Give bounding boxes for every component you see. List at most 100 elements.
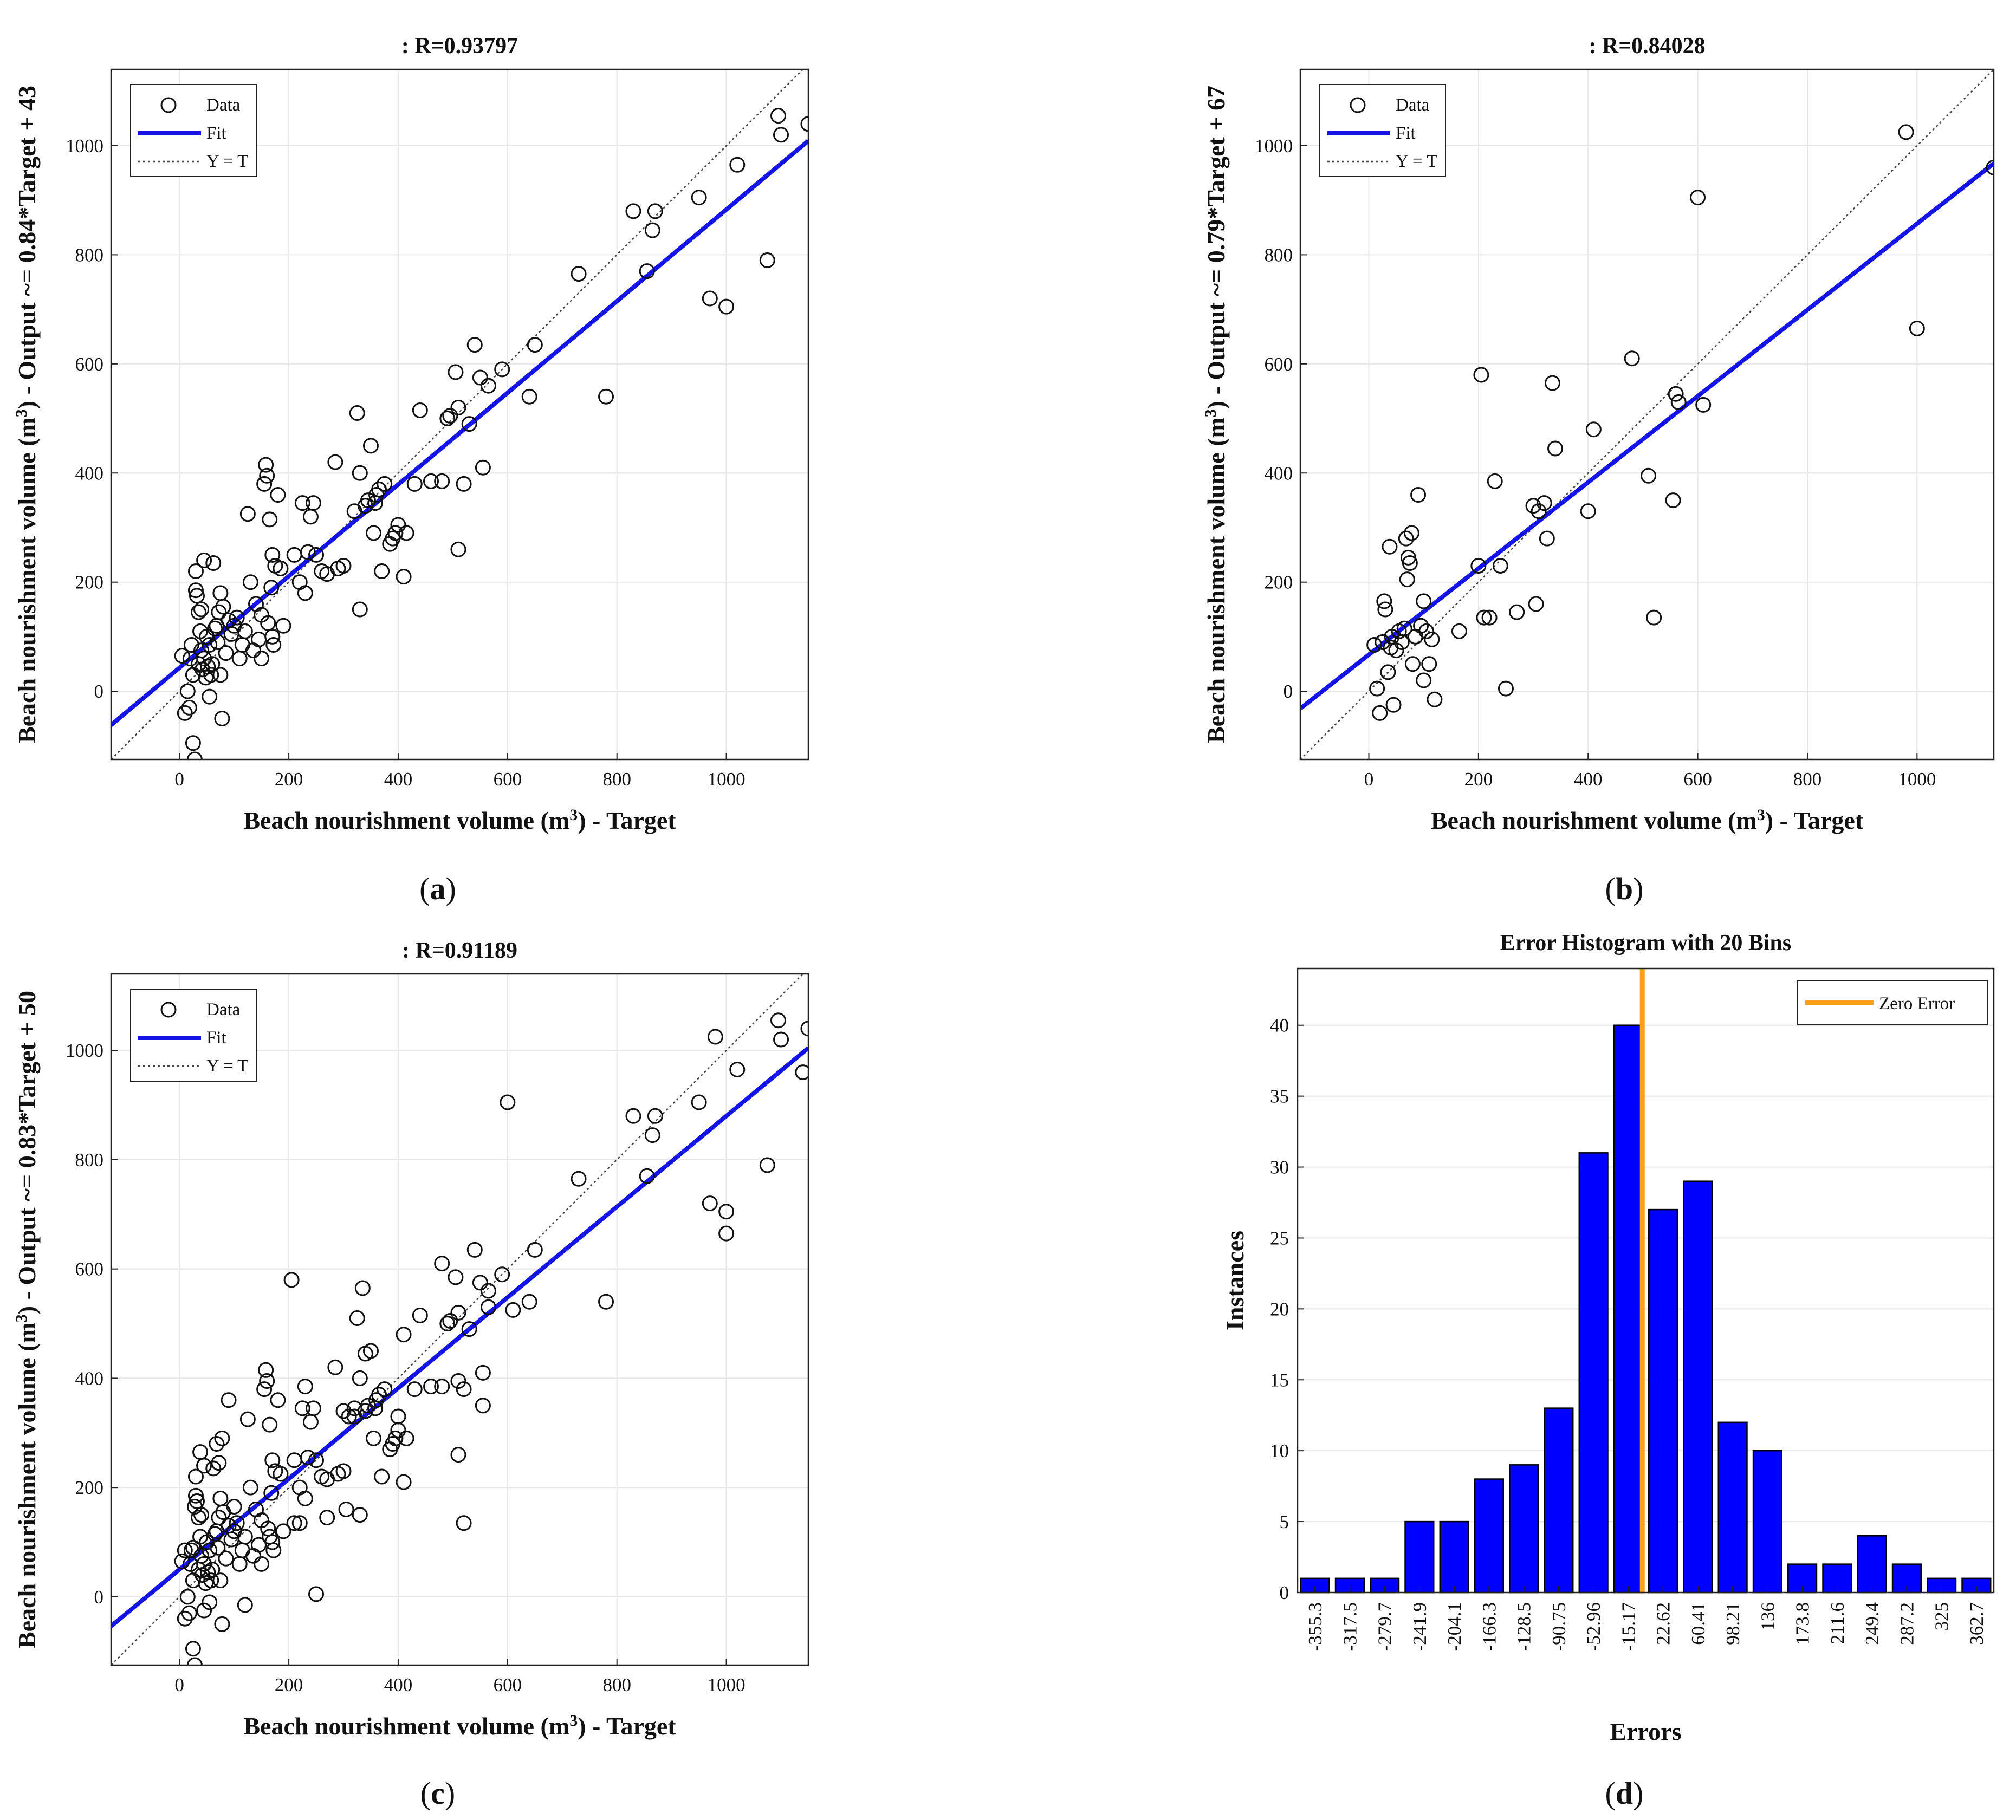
data-point <box>179 1589 196 1605</box>
data-point <box>472 1275 488 1291</box>
data-point <box>254 651 270 667</box>
data-point <box>1646 609 1662 626</box>
data-point <box>480 1283 496 1299</box>
data-point <box>475 459 491 476</box>
data-point <box>294 1400 310 1416</box>
data-point <box>1528 596 1544 612</box>
x-axis-label: Beach nourishment volume (m3) - Target <box>243 806 676 834</box>
data-point <box>174 1553 190 1569</box>
data-point <box>466 337 483 353</box>
data-point <box>729 1062 746 1078</box>
data-point <box>1404 656 1421 672</box>
data-point <box>527 1242 543 1258</box>
data-point <box>434 1256 450 1272</box>
y-tick-label: 800 <box>1265 244 1293 265</box>
data-point <box>390 517 406 533</box>
legend-label-identity: Y = T <box>1396 152 1437 171</box>
data-point <box>406 476 423 492</box>
data-point <box>256 1381 273 1398</box>
data-point <box>773 127 789 143</box>
data-point <box>185 735 201 751</box>
x-tick-label: 600 <box>494 769 522 790</box>
plot-frame <box>110 68 809 760</box>
data-point <box>260 1520 276 1537</box>
data-point <box>434 473 450 489</box>
data-point <box>1492 557 1508 574</box>
data-point <box>773 1031 789 1048</box>
data-point <box>442 408 458 424</box>
data-point <box>371 481 387 497</box>
data-point <box>186 1657 203 1665</box>
data-point <box>185 1641 201 1657</box>
data-point <box>211 1455 227 1471</box>
data-point <box>644 1127 660 1143</box>
data-point <box>352 601 368 618</box>
data-point <box>702 1195 718 1212</box>
data-point <box>193 1548 210 1564</box>
data-point <box>1476 609 1492 626</box>
data-point <box>183 1542 199 1558</box>
data-point <box>412 402 428 418</box>
y-axis-label: Beach nourishment volume (m3) - Output ~… <box>1202 86 1230 743</box>
data-point <box>718 1225 735 1242</box>
data-point <box>466 1242 483 1258</box>
y-tick-label: 20 <box>1270 1298 1289 1320</box>
data-point <box>718 298 735 315</box>
data-point <box>1670 394 1687 410</box>
data-point <box>456 1381 472 1398</box>
data-point <box>305 495 321 511</box>
data-point <box>319 1510 335 1526</box>
data-point <box>263 1485 280 1501</box>
data-point <box>1668 386 1684 402</box>
data-point <box>1402 555 1418 571</box>
data-point <box>264 547 281 563</box>
data-point <box>264 1452 281 1468</box>
data-point <box>1470 557 1487 574</box>
data-point <box>480 1299 496 1315</box>
data-point <box>500 1094 516 1110</box>
legend-label-data: Data <box>206 95 241 115</box>
data-point <box>729 157 746 173</box>
data-point <box>718 1204 735 1220</box>
data-point <box>1403 525 1419 541</box>
data-point <box>196 552 212 568</box>
data-point <box>205 1460 222 1477</box>
data-point <box>1909 320 1925 336</box>
x-axis-label: Beach nourishment volume (m3) - Target <box>243 1712 676 1740</box>
x-tick-label: 200 <box>1464 769 1493 790</box>
x-tick-label: 200 <box>275 769 303 790</box>
data-point <box>352 1507 368 1523</box>
data-point <box>1487 473 1503 489</box>
y-tick-label: 400 <box>75 463 104 484</box>
x-axis-label: Beach nourishment volume (m3) - Target <box>1431 806 1864 834</box>
data-point <box>1451 623 1467 639</box>
data-point <box>259 467 275 484</box>
histogram-bar <box>1578 1152 1609 1594</box>
x-tick-label: 800 <box>1793 769 1822 790</box>
data-point <box>189 588 205 604</box>
data-point <box>456 476 472 492</box>
data-point <box>193 601 210 618</box>
data-point <box>450 399 466 415</box>
data-point <box>352 465 368 481</box>
y-tick-label: 400 <box>75 1368 104 1389</box>
data-point <box>625 203 641 219</box>
data-point <box>239 506 256 522</box>
data-point <box>505 1302 521 1318</box>
data-point <box>1427 691 1443 707</box>
y-tick-label: 1000 <box>1255 135 1293 157</box>
x-tick-label: 0 <box>174 769 184 790</box>
data-point <box>371 1387 387 1403</box>
data-point <box>1531 503 1547 519</box>
legend-label-fit: Fit <box>206 123 226 143</box>
histogram-bar <box>1752 1450 1782 1594</box>
data-point <box>374 1468 390 1485</box>
data-point <box>396 1327 412 1343</box>
data-point <box>1388 642 1404 659</box>
data-point <box>239 1411 256 1427</box>
data-point <box>625 1108 641 1124</box>
data-point <box>406 1381 423 1398</box>
data-point <box>759 252 775 268</box>
data-point <box>258 1362 274 1378</box>
data-point <box>1377 601 1393 618</box>
